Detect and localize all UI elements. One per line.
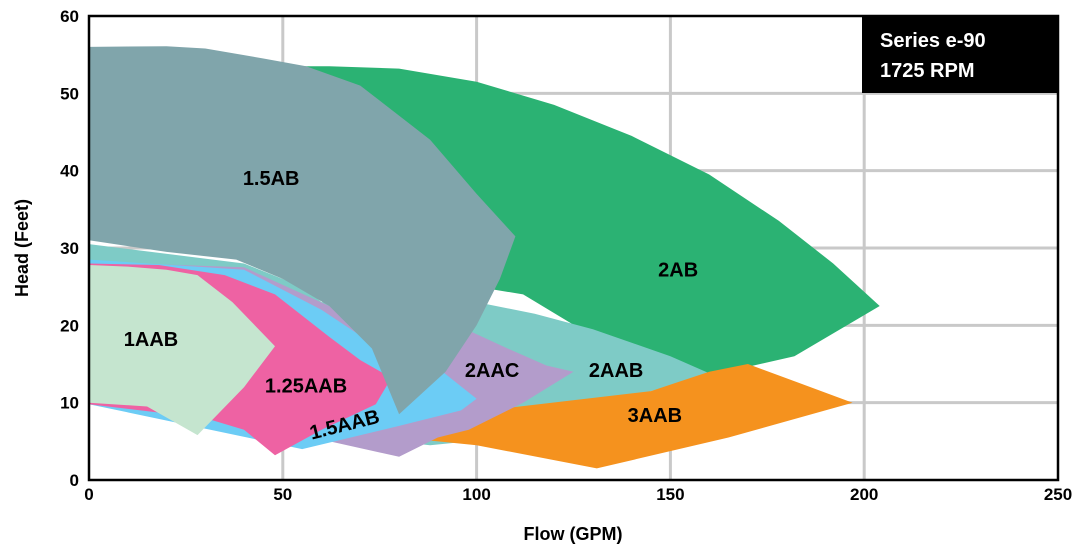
region-3aab xyxy=(321,364,853,469)
y-tick-label: 40 xyxy=(60,162,79,181)
x-tick-label: 250 xyxy=(1044,485,1072,504)
y-tick-label: 10 xyxy=(60,394,79,413)
annotation-box xyxy=(862,17,1057,93)
x-tick-label: 50 xyxy=(273,485,292,504)
annotation-line-2: 1725 RPM xyxy=(880,60,975,82)
axis-ticks: 0 50 100 150 200 250 0 10 20 30 40 50 60 xyxy=(60,7,1072,504)
region-label-2ab: 2AB xyxy=(658,259,698,281)
x-tick-label: 0 xyxy=(84,485,93,504)
region-label-1-25aab: 1.25AAB xyxy=(265,375,347,397)
region-1-5ab xyxy=(89,46,516,415)
y-tick-label: 0 xyxy=(70,471,79,490)
y-tick-label: 20 xyxy=(60,316,79,335)
y-tick-label: 30 xyxy=(60,239,79,258)
x-tick-label: 150 xyxy=(656,485,684,504)
region-label-2aac: 2AAC xyxy=(465,360,519,382)
region-1aab xyxy=(89,265,275,436)
region-label-2aab: 2AAB xyxy=(589,360,643,382)
region-label-1aab: 1AAB xyxy=(124,329,178,351)
series-annotation: Series e-90 1725 RPM xyxy=(862,17,1057,93)
x-tick-label: 100 xyxy=(462,485,490,504)
x-tick-label: 200 xyxy=(850,485,878,504)
y-axis-label: Head (Feet) xyxy=(12,199,32,297)
annotation-line-1: Series e-90 xyxy=(880,30,986,52)
x-axis-label: Flow (GPM) xyxy=(524,524,623,544)
pump-regions xyxy=(89,46,880,469)
region-label-1-5ab: 1.5AB xyxy=(243,168,300,190)
y-tick-label: 60 xyxy=(60,7,79,26)
y-tick-label: 50 xyxy=(60,84,79,103)
region-label-3aab: 3AAB xyxy=(628,405,682,427)
plot-frame xyxy=(87,14,1060,482)
